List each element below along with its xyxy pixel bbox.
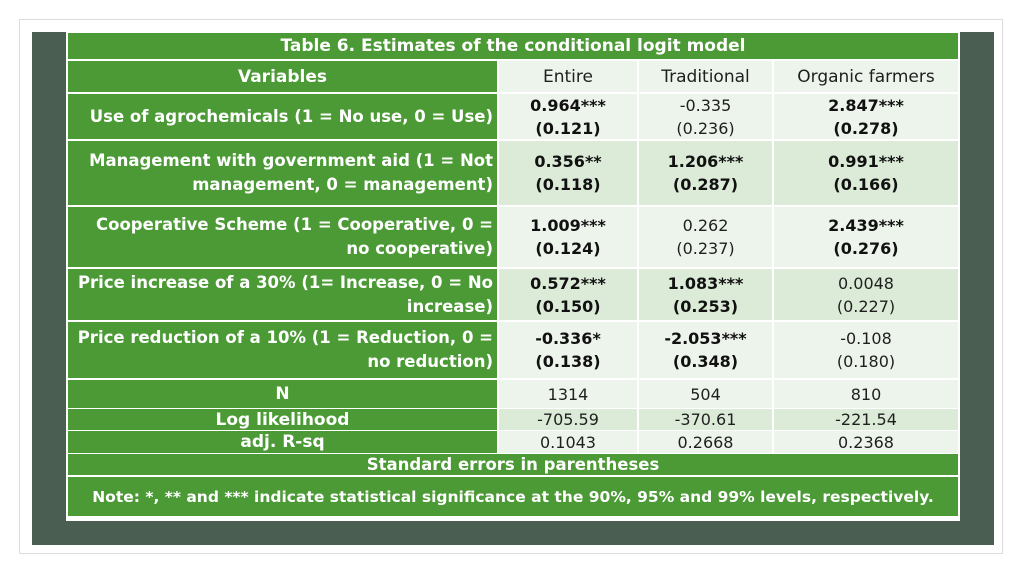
stat-value-text: -705.59 [537,410,599,429]
stat-label-text: Log likelihood [215,409,350,430]
standard-error: (0.253) [672,296,739,316]
stat-value: -370.61 [639,409,772,430]
header-label: Variables [237,66,328,87]
stat-value: -221.54 [774,409,958,430]
standard-error: (0.287) [672,175,739,194]
estimate-cell: 0.356** (0.118) [499,141,637,205]
standard-error: (0.166) [833,175,899,194]
coefficient: 2.439*** [828,216,904,235]
stat-value-text: 504 [690,384,721,404]
stat-value: 0.2368 [774,431,958,453]
stat-value-text: -221.54 [835,410,897,429]
standard-error: (0.138) [535,352,601,371]
estimate-cell: -0.335 (0.236) [639,94,772,139]
variable-label: Price reduction of a 10% (1 = Reduction,… [68,322,497,378]
coefficient: -0.108 [840,329,892,348]
standard-error: (0.118) [535,175,601,194]
stat-value: 0.2668 [639,431,772,453]
standard-error: (0.237) [676,239,735,258]
coefficient: 1.206*** [667,152,744,171]
standard-error: (0.227) [836,296,896,316]
stat-value: 0.1043 [499,431,637,453]
coefficient: 2.847*** [828,95,904,115]
stat-value: 810 [774,380,958,408]
stat-value-text: 810 [850,384,882,404]
coefficient: 0.262 [682,216,729,235]
standard-error: (0.150) [535,296,601,316]
estimate-cell: 2.847*** (0.278) [774,94,958,139]
variable-label: Cooperative Scheme (1 = Cooperative, 0 =… [68,207,497,267]
variable-label: Use of agrochemicals (1 = No use, 0 = Us… [68,94,497,139]
coefficient: -2.053*** [664,329,747,348]
coefficient: 0.991*** [828,152,904,171]
variable-label-line: Cooperative Scheme (1 = Cooperative, 0 = [96,215,493,234]
stat-value-text: 0.2668 [677,432,734,452]
slide-frame [19,19,1003,554]
coefficient: 1.083*** [667,273,744,293]
estimate-cell: 0.262 (0.237) [639,207,772,267]
stat-label: N [68,380,497,408]
header-variables: Variables [68,61,497,92]
coefficient: 0.964*** [530,95,606,115]
standard-errors-note-text: Standard errors in parentheses [366,455,660,474]
stat-label-text: N [275,384,290,404]
header-column: Entire [499,61,637,92]
estimate-cell: -2.053*** (0.348) [639,322,772,378]
standard-errors-note: Standard errors in parentheses [68,454,958,475]
header-label: Traditional [661,66,750,87]
variable-label-line: no cooperative) [346,239,493,258]
significance-note-text: Note: *, ** and *** indicate statistical… [92,487,934,506]
coefficient: 0.572*** [530,273,606,293]
header-label: Organic farmers [797,66,935,87]
table-title: Table 6. Estimates of the conditional lo… [68,33,958,59]
standard-error: (0.124) [535,239,601,258]
estimates-table: Table 6. Estimates of the conditional lo… [66,31,960,521]
estimate-cell: 0.991*** (0.166) [774,141,958,205]
table-title-text: Table 6. Estimates of the conditional lo… [280,36,746,56]
header-label: Entire [543,66,593,87]
standard-error: (0.276) [833,239,899,258]
estimate-cell: 0.0048 (0.227) [774,269,958,320]
standard-error: (0.278) [833,118,899,138]
variable-label-line: Price reduction of a 10% (1 = Reduction,… [77,328,493,347]
variable-label-line: no reduction) [367,352,493,371]
coefficient: -0.336* [535,329,601,348]
estimate-cell: 1.009*** (0.124) [499,207,637,267]
stat-value: 504 [639,380,772,408]
variable-label-line: Management with government aid (1 = Not [89,151,493,170]
stat-label: adj. R-sq [68,431,497,453]
standard-error: (0.236) [676,118,735,138]
standard-error: (0.180) [836,352,896,371]
stat-label: Log likelihood [68,409,497,430]
estimate-cell: 1.206*** (0.287) [639,141,772,205]
stat-value-text: -370.61 [674,410,737,429]
variable-label: Management with government aid (1 = Not m… [68,141,497,205]
stat-value-text: 0.2368 [838,432,894,452]
variable-label-line: Use of agrochemicals (1 = No use, 0 = Us… [89,106,493,126]
variable-label: Price increase of a 30% (1= Increase, 0 … [68,269,497,320]
header-column: Traditional [639,61,772,92]
estimate-cell: -0.108 (0.180) [774,322,958,378]
coefficient: -0.335 [679,95,732,115]
stat-value-text: 1314 [547,384,589,404]
coefficient: 0.0048 [838,273,894,293]
standard-error: (0.121) [535,118,601,138]
estimate-cell: 1.083*** (0.253) [639,269,772,320]
stat-value-text: 0.1043 [540,432,596,452]
estimate-cell: 0.964*** (0.121) [499,94,637,139]
estimate-cell: 2.439*** (0.276) [774,207,958,267]
variable-label-line: increase) [406,296,493,316]
coefficient: 0.356** [534,152,602,171]
variable-label-line: management, 0 = management) [192,175,493,194]
stat-label-text: adj. R-sq [240,432,325,452]
coefficient: 1.009*** [530,216,606,235]
estimate-cell: 0.572*** (0.150) [499,269,637,320]
header-column: Organic farmers [774,61,958,92]
stat-value: 1314 [499,380,637,408]
significance-note: Note: *, ** and *** indicate statistical… [68,477,958,516]
estimate-cell: -0.336* (0.138) [499,322,637,378]
variable-label-line: Price increase of a 30% (1= Increase, 0 … [77,272,493,292]
standard-error: (0.348) [672,352,739,371]
stat-value: -705.59 [499,409,637,430]
